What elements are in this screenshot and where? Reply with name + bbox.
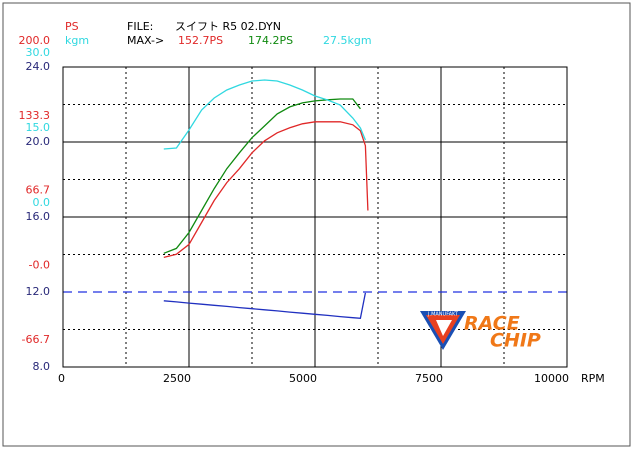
max-value: 27.5kgm bbox=[323, 34, 372, 47]
y-tick-label: 66.7 bbox=[26, 184, 51, 197]
y-tick-label: 12.0 bbox=[26, 285, 51, 298]
x-tick-label: 5000 bbox=[289, 372, 317, 385]
plot-frame bbox=[62, 66, 568, 368]
x-tick-label: 2500 bbox=[163, 372, 191, 385]
y-tick-label: -66.7 bbox=[22, 333, 50, 346]
series-line bbox=[163, 79, 366, 150]
y-tick-label: 20.0 bbox=[26, 135, 51, 148]
max-value: 152.7PS bbox=[178, 34, 223, 47]
kgm-unit: kgm bbox=[65, 34, 89, 47]
series-line bbox=[163, 121, 369, 259]
y-tick-label: 200.0 bbox=[19, 34, 51, 47]
racechip-logo: J.MANUFAKT RACE CHIP bbox=[420, 311, 541, 352]
logo-core bbox=[436, 320, 452, 336]
y-tick-label: 16.0 bbox=[26, 210, 51, 223]
window-frame bbox=[2, 2, 631, 447]
max-label: MAX-> bbox=[127, 34, 164, 47]
file-label: FILE: bbox=[127, 20, 153, 33]
series-line bbox=[163, 98, 361, 254]
y-tick-label: 8.0 bbox=[33, 360, 51, 373]
ps-unit: PS bbox=[65, 20, 79, 33]
x-tick-label: 7500 bbox=[415, 372, 443, 385]
x-tick-label: 10000 bbox=[534, 372, 569, 385]
logo-badge: J.MANUFAKT bbox=[427, 312, 459, 318]
y-tick-label: 30.0 bbox=[26, 46, 51, 59]
x-axis-label: RPM bbox=[581, 372, 605, 385]
logo-top: RACE bbox=[464, 313, 520, 335]
y-tick-label: 133.3 bbox=[19, 109, 51, 122]
file-name: スイフト R5 02.DYN bbox=[175, 20, 281, 33]
y-tick-label: 0.0 bbox=[33, 196, 51, 209]
y-tick-label: 15.0 bbox=[26, 121, 51, 134]
series-line bbox=[163, 292, 367, 319]
y-tick-label: -0.0 bbox=[29, 258, 50, 271]
logo-bottom: CHIP bbox=[490, 330, 541, 352]
y-tick-label: 24.0 bbox=[26, 60, 51, 73]
x-tick-label: 0 bbox=[58, 372, 65, 385]
max-value: 174.2PS bbox=[248, 34, 293, 47]
